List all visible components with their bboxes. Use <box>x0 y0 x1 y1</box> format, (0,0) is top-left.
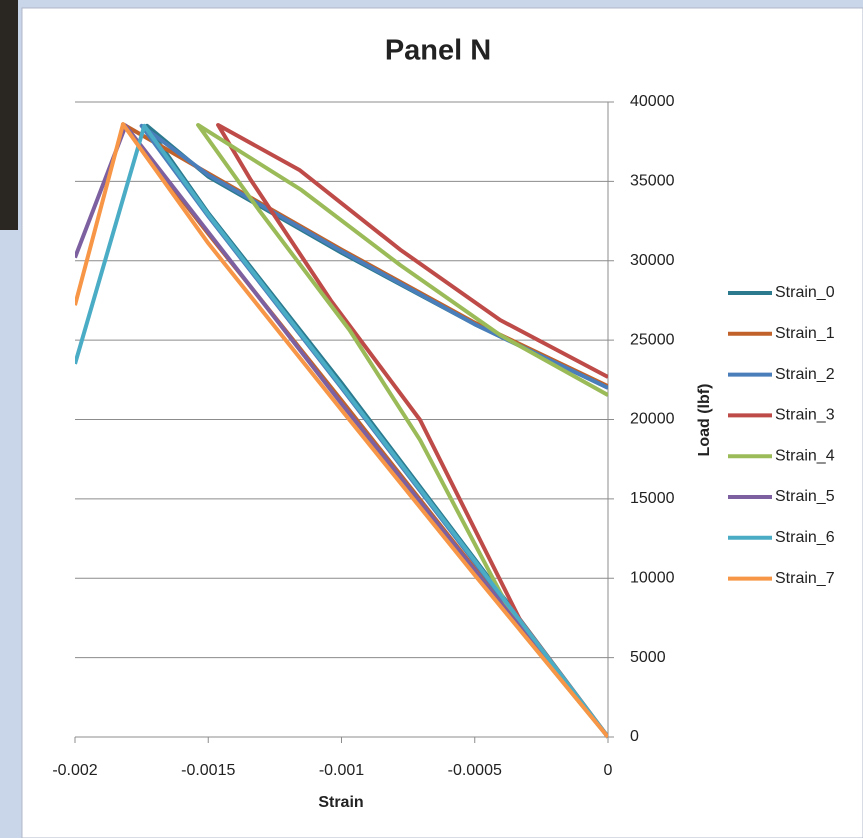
series-line <box>196 123 608 739</box>
y-tick-label: 20000 <box>630 411 675 428</box>
y-tick-label: 0 <box>630 728 639 745</box>
series-line <box>75 122 608 739</box>
x-tick-label: -0.002 <box>52 762 97 779</box>
legend-label: Strain_4 <box>775 447 835 464</box>
plot-area <box>75 122 608 739</box>
legend-label: Strain_3 <box>775 407 835 424</box>
series-line <box>216 123 608 739</box>
y-axis-label: Load (lbf) <box>696 384 713 457</box>
x-tick-label: -0.001 <box>319 762 364 779</box>
x-tick-label: 0 <box>604 762 613 779</box>
y-tick-label: 40000 <box>630 93 675 110</box>
x-tick-label: -0.0015 <box>181 762 235 779</box>
photo-fragment <box>0 0 18 230</box>
legend-label: Strain_0 <box>775 284 835 301</box>
legend-label: Strain_1 <box>775 325 835 342</box>
y-tick-label: 35000 <box>630 173 675 190</box>
chart-title: Panel N <box>385 35 491 67</box>
legend-label: Strain_7 <box>775 570 835 587</box>
y-tick-label: 10000 <box>630 569 675 586</box>
y-tick-label: 15000 <box>630 490 675 507</box>
legend-label: Strain_5 <box>775 488 835 505</box>
y-tick-label: 30000 <box>630 252 675 269</box>
legend-label: Strain_2 <box>775 366 835 383</box>
series-line <box>75 123 608 739</box>
y-tick-label: 25000 <box>630 331 675 348</box>
legend-label: Strain_6 <box>775 529 835 546</box>
x-tick-label: -0.0005 <box>448 762 502 779</box>
y-tick-label: 5000 <box>630 649 666 666</box>
x-axis-label: Strain <box>318 794 363 811</box>
